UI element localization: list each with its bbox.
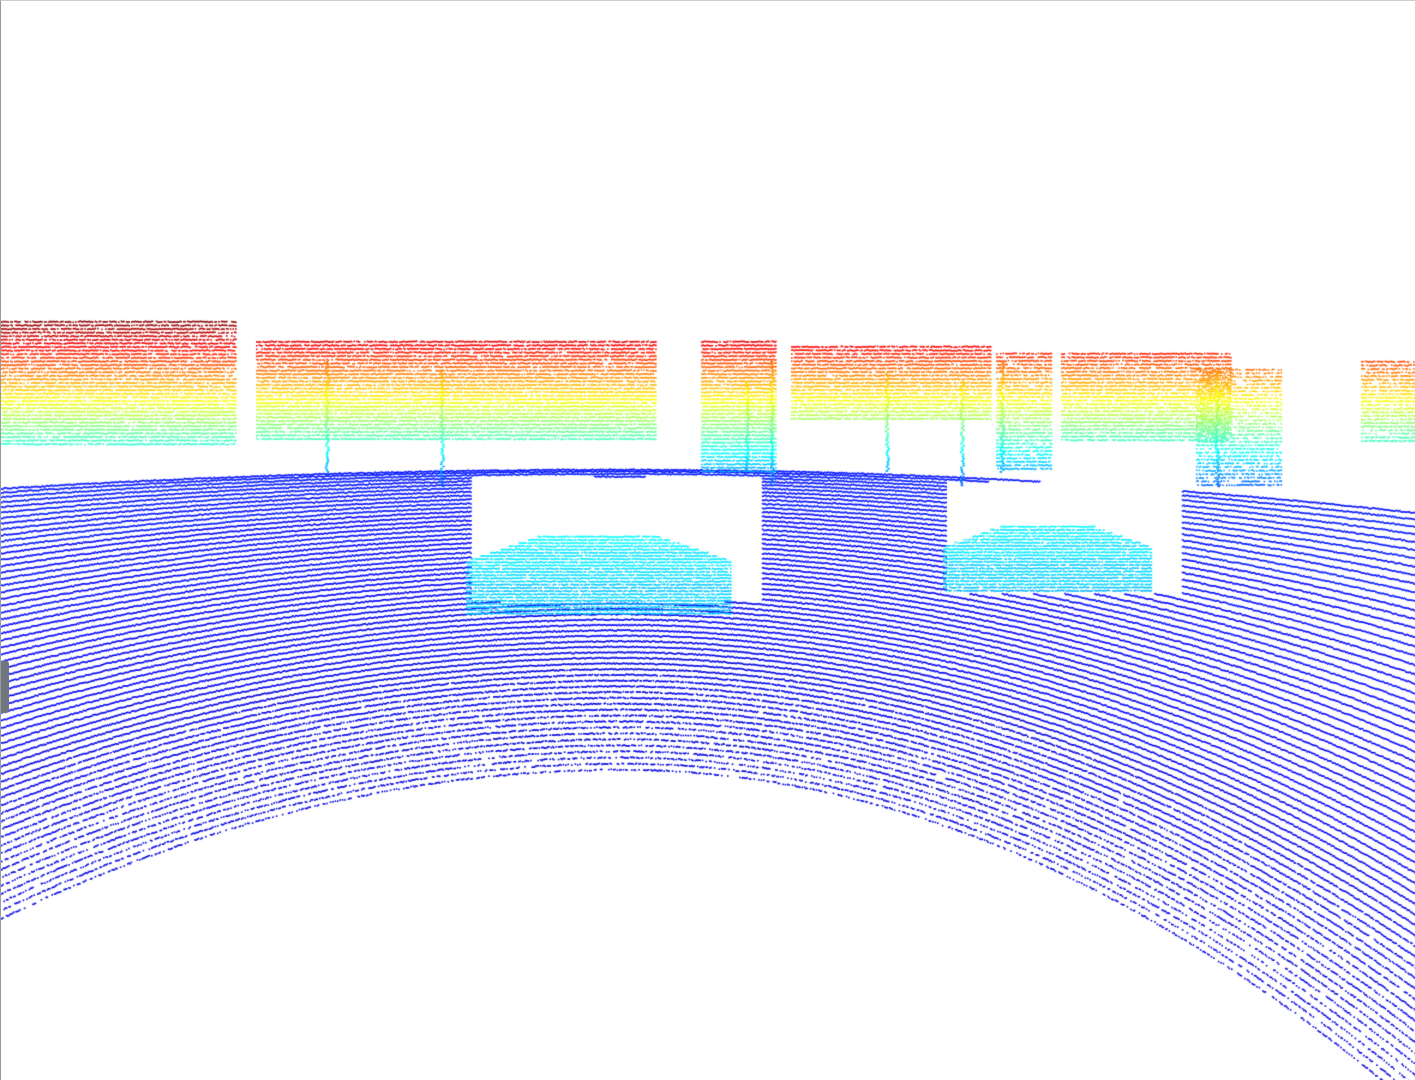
panel-collapse-handle[interactable]: [1, 661, 9, 713]
